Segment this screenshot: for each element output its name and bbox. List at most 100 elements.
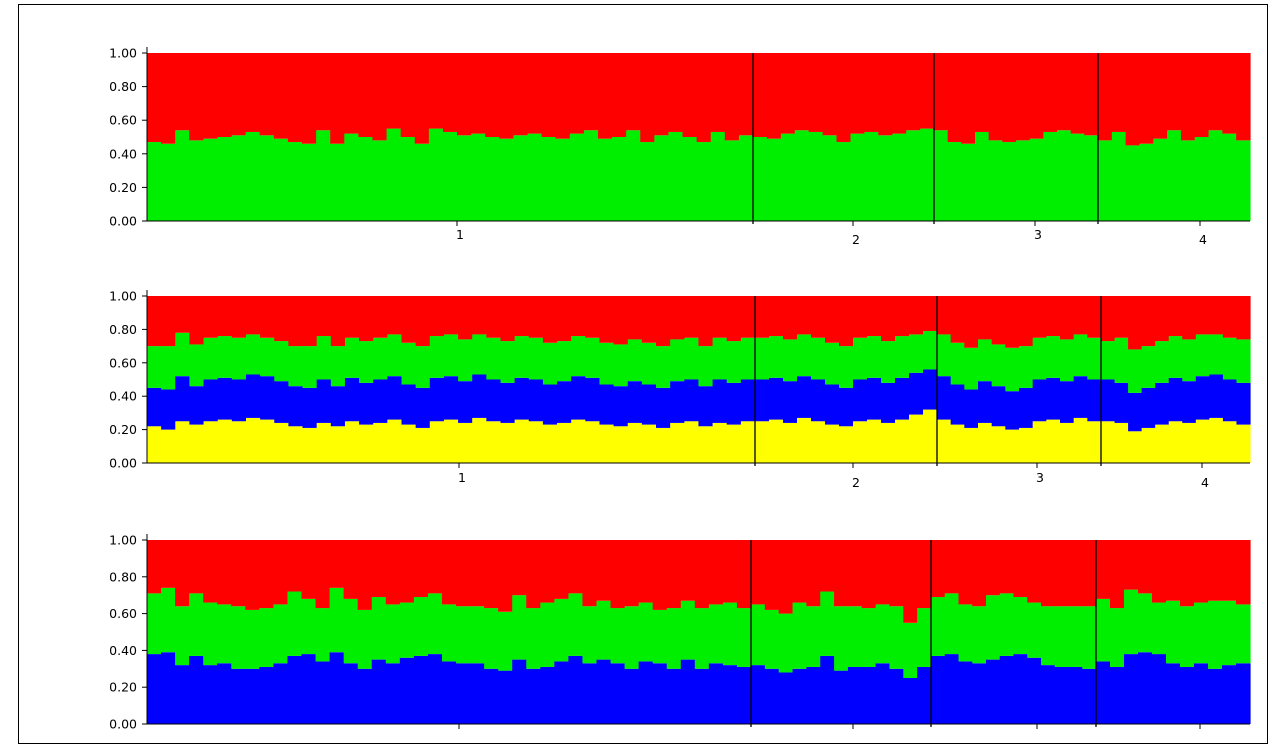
bar-segment (613, 344, 629, 387)
bar-segment (1209, 334, 1224, 375)
bar-segment (358, 137, 374, 221)
bar-segment (1041, 540, 1056, 607)
bar-segment (203, 540, 218, 603)
bar-segment (373, 337, 388, 380)
bar-segment (656, 346, 671, 388)
bar-segment (260, 376, 275, 420)
bar-segment (597, 138, 613, 221)
bar-segment (751, 665, 766, 724)
bar-segment (1029, 138, 1044, 221)
bar-segment (1168, 421, 1183, 463)
bar-segment (554, 598, 569, 662)
bar-segment (624, 606, 640, 669)
bar-segment (245, 609, 260, 669)
bar-segment (427, 540, 443, 594)
bar-segment (371, 597, 387, 660)
bar-segment (1194, 663, 1209, 724)
bar-segment (582, 606, 598, 664)
bar-segment (839, 426, 854, 463)
bar-segment (203, 337, 219, 380)
bar-segment (1222, 600, 1237, 666)
y-tick-label: 0.80 (109, 322, 137, 337)
population-label: 2 (852, 232, 860, 247)
bar-segment (571, 336, 586, 377)
bar-segment (344, 133, 359, 221)
bar-segment (1208, 130, 1223, 221)
bar-segment (1236, 140, 1251, 221)
y-tick-label: 0.60 (109, 606, 137, 621)
bar-segment (1111, 53, 1127, 132)
bar-segment (612, 137, 627, 221)
bar-segment (797, 376, 812, 418)
bar-segment (500, 296, 516, 342)
bar-segment (726, 382, 742, 425)
bar-segment (147, 654, 162, 724)
bar-segment (1166, 663, 1181, 724)
bar-segment (712, 379, 728, 423)
bar-segment (950, 342, 965, 385)
bar-segment (373, 422, 388, 463)
bar-segment (429, 336, 445, 378)
bar-segment (641, 296, 657, 343)
bar-segment (792, 540, 807, 603)
bar-segment (557, 422, 572, 463)
bar-segment (1128, 349, 1143, 393)
bar-segment (288, 346, 304, 387)
bar-segment (582, 663, 598, 724)
bar-segment (670, 422, 685, 463)
bar-segment (486, 337, 502, 380)
bar-segment (387, 376, 403, 420)
bar-segment (909, 296, 924, 335)
bar-segment (740, 337, 756, 380)
bar-segment (1041, 606, 1056, 666)
bar-segment (923, 409, 938, 463)
bar-segment (708, 540, 724, 605)
bar-segment (147, 346, 162, 388)
bar-segment (641, 342, 657, 385)
bar-segment (568, 540, 584, 594)
bar-segment (385, 540, 401, 605)
bar-segment (245, 334, 261, 375)
bar-segment (1002, 142, 1017, 221)
bar-segment (585, 296, 601, 338)
bar-segment (231, 53, 247, 136)
bar-segment (1057, 130, 1072, 221)
bar-segment (861, 540, 877, 609)
bar-segment (273, 663, 289, 724)
bar-segment (1054, 666, 1070, 724)
bar-segment (329, 652, 345, 724)
bar-segment (1073, 334, 1088, 377)
bar-segment (1027, 657, 1042, 724)
bar-segment (1168, 377, 1183, 422)
bar-segment (231, 296, 247, 338)
bar-segment (161, 540, 176, 588)
bar-segment (783, 422, 798, 463)
bar-segment (245, 417, 261, 463)
bar-segment (1182, 422, 1197, 463)
bar-segment (512, 540, 527, 596)
bar-segment (401, 424, 417, 463)
bar-segment (189, 540, 204, 594)
bar-segment (330, 346, 346, 387)
bar-segment (414, 143, 430, 221)
bar-segment (950, 296, 965, 343)
bar-segment (988, 53, 1003, 141)
bar-segment (698, 426, 714, 463)
bar-segment (542, 424, 558, 463)
bar-segment (401, 296, 417, 343)
bar-segment (596, 540, 612, 601)
y-tick-label: 0.00 (109, 214, 137, 229)
bar-segment (147, 387, 162, 427)
y-tick-label: 1.00 (109, 46, 137, 61)
bar-segment (694, 668, 710, 724)
bar-segment (147, 540, 162, 594)
bar-segment (175, 296, 191, 333)
bar-segment (245, 131, 261, 221)
bar-segment (1152, 540, 1167, 603)
bar-segment (680, 600, 696, 660)
bar-segment (1128, 296, 1143, 350)
bar-segment (654, 53, 670, 136)
bar-segment (175, 540, 190, 607)
bar-segment (811, 379, 826, 422)
bar-segment (875, 604, 891, 664)
